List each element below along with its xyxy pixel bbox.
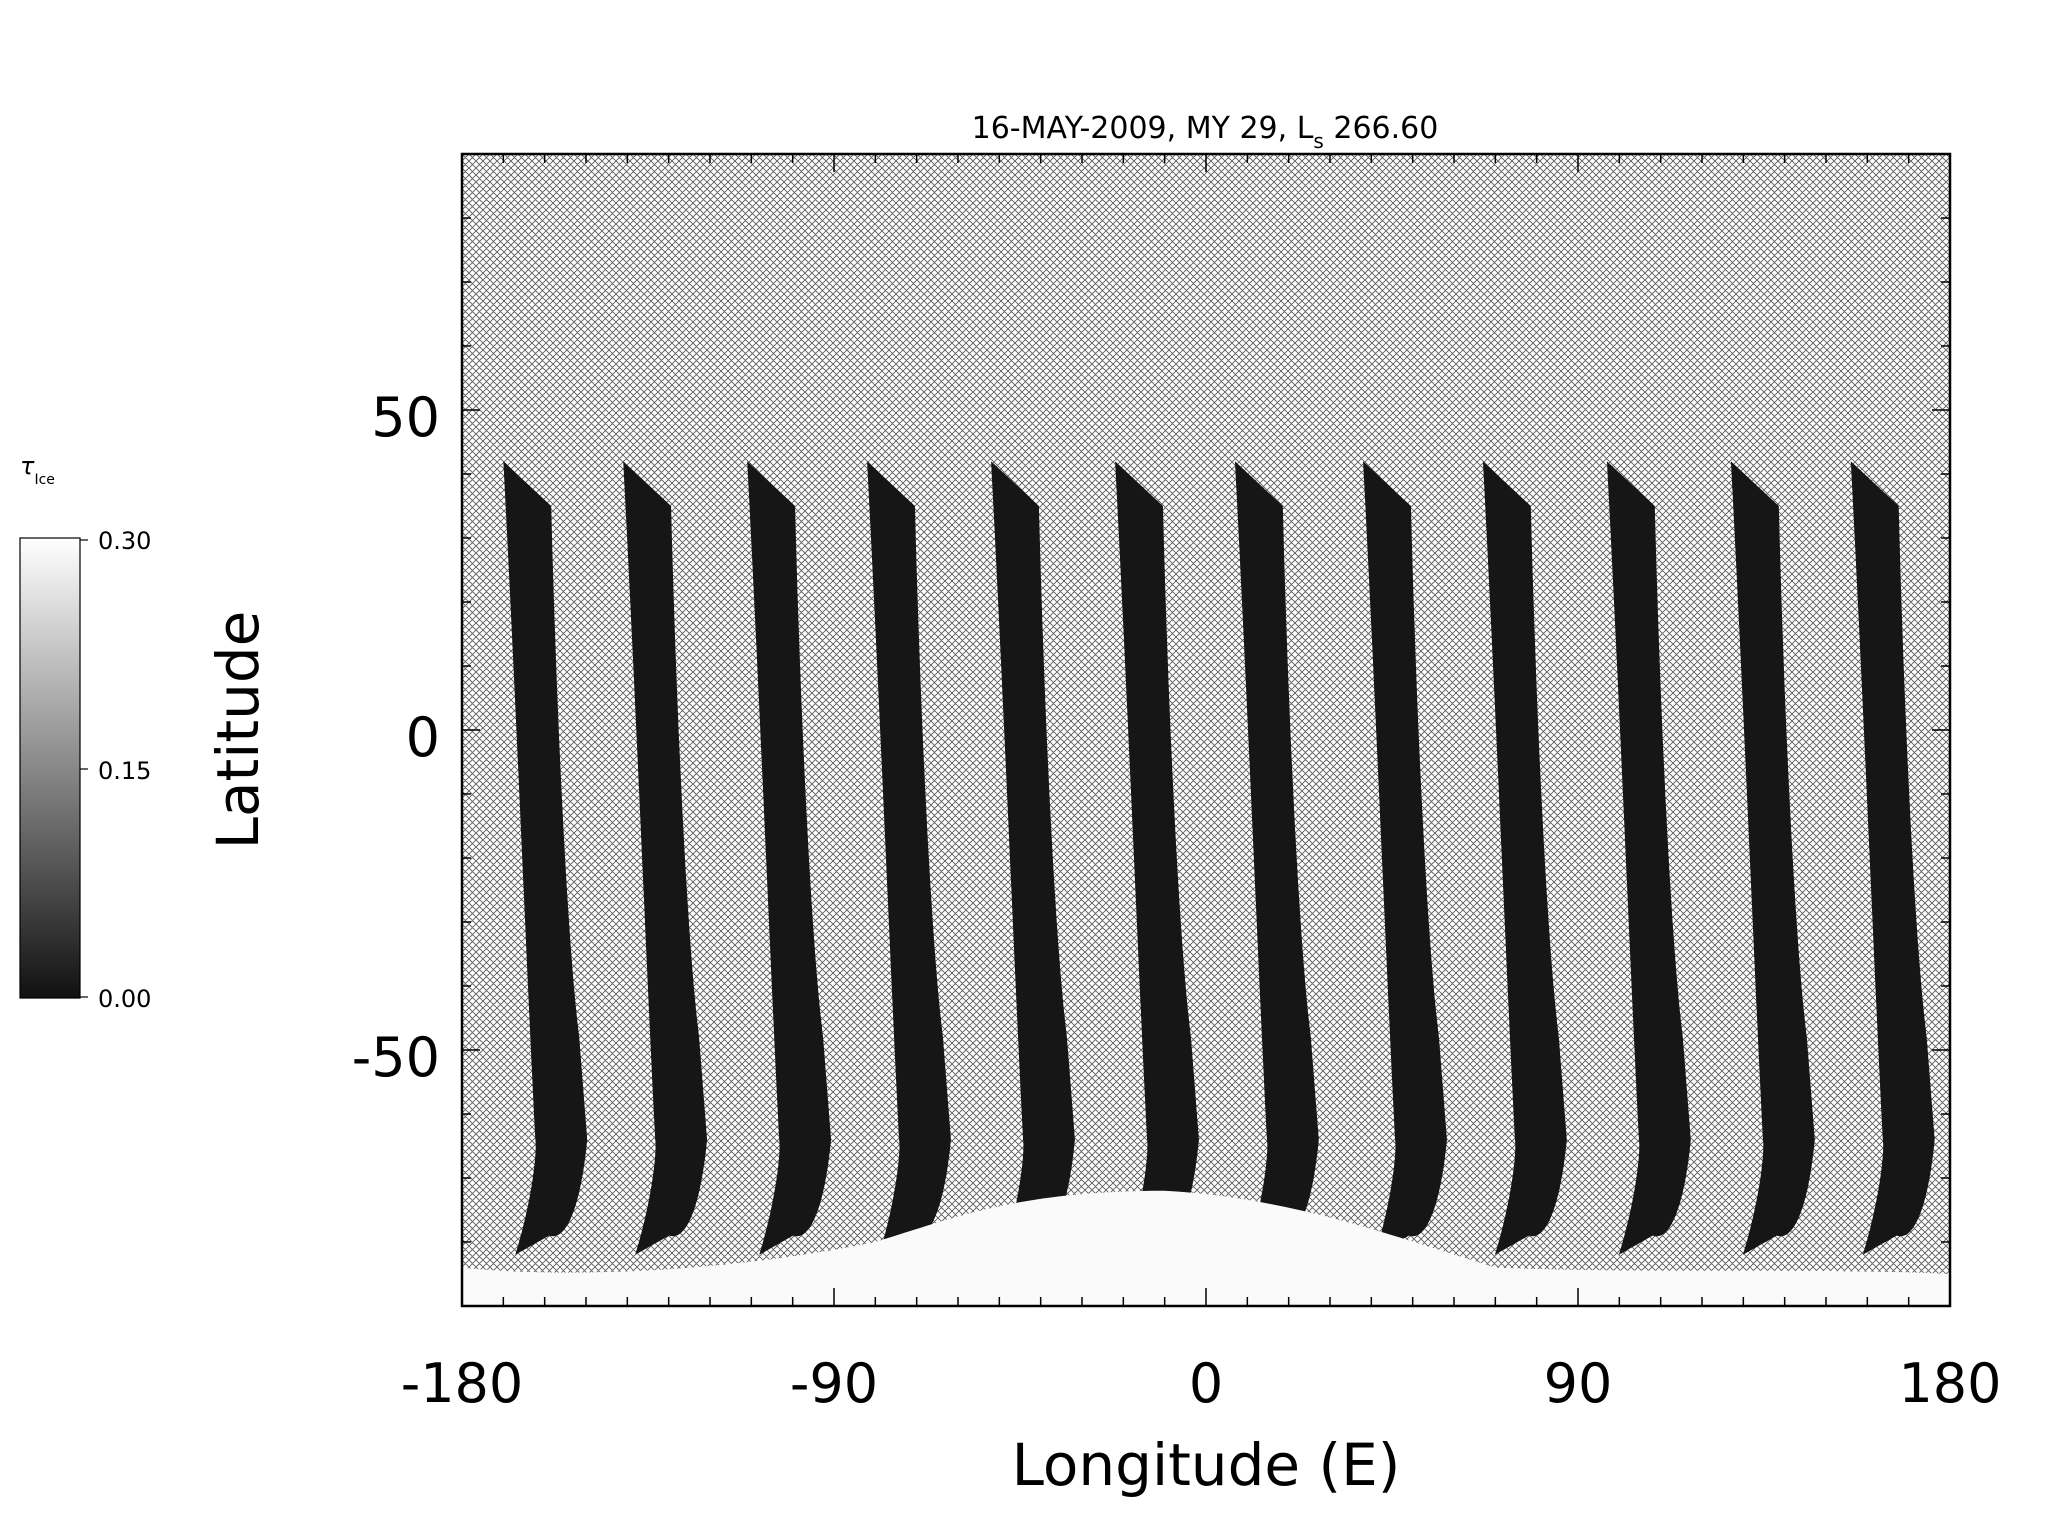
colorbar-tick-label-low: 0.00 (98, 985, 151, 1013)
x-tick-label-0: 0 (1189, 1352, 1223, 1415)
south-polar-cap (462, 1190, 1950, 1306)
x-axis-label: Longitude (E) (1012, 1431, 1401, 1499)
swath-11 (1730, 461, 1815, 1255)
colorbar-label: τIce (20, 452, 55, 488)
colorbar-tick-label-high: 0.30 (98, 527, 151, 555)
swath-3 (747, 461, 832, 1255)
colorbar: τIce 0.30 0.15 0.00 (19, 452, 151, 1013)
chart-title: 16-MAY-2009, MY 29, Ls 266.60 (972, 111, 1439, 153)
colorbar-gradient (19, 537, 81, 999)
x-tick-label-minus90: -90 (790, 1352, 878, 1415)
swath-10 (1606, 461, 1691, 1255)
south-polar-cap-group (462, 1190, 1950, 1306)
observed-swaths (503, 461, 2048, 1255)
swath-9 (1482, 461, 1567, 1255)
plot-frame (460, 152, 1952, 1308)
swath-4 (867, 461, 951, 1255)
swath-2 (623, 461, 708, 1255)
plot-area (460, 152, 2048, 1308)
swath-13 (1971, 461, 2048, 1255)
swath-12 (1850, 461, 1935, 1255)
axis-ticks (461, 153, 1951, 1307)
swath-6 (1115, 461, 1199, 1255)
y-tick-label-50: 50 (371, 386, 440, 449)
x-tick-labels: -180 -90 0 90 180 (401, 1352, 2002, 1415)
y-tick-label-minus50: -50 (352, 1026, 440, 1089)
colorbar-tick-label-mid: 0.15 (98, 757, 151, 785)
y-tick-labels: -50 0 50 (352, 386, 440, 1089)
swath-5 (991, 461, 1075, 1255)
x-tick-label-minus180: -180 (401, 1352, 524, 1415)
swath-7 (1234, 461, 1319, 1255)
swath-8 (1363, 461, 1447, 1255)
y-axis-label: Latitude (204, 611, 272, 850)
swath-1 (503, 461, 588, 1255)
no-data-background (462, 154, 1950, 1306)
x-tick-label-180: 180 (1898, 1352, 2001, 1415)
y-tick-label-0: 0 (406, 706, 440, 769)
x-tick-label-90: 90 (1544, 1352, 1613, 1415)
